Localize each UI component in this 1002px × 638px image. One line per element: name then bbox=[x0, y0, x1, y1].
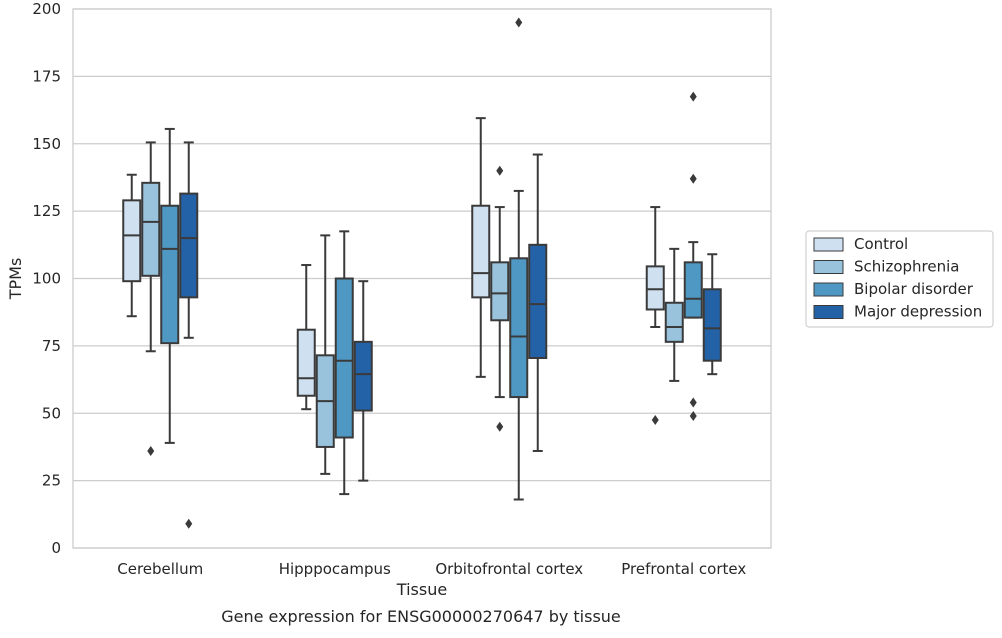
iqr-box bbox=[122, 199, 142, 283]
legend-frame bbox=[805, 230, 994, 328]
iqr-box bbox=[296, 328, 316, 397]
outlier-point bbox=[147, 445, 155, 456]
chart-caption: Gene expression for ENSG00000270647 by t… bbox=[221, 607, 621, 626]
outlier-point bbox=[185, 518, 193, 529]
outlier-point bbox=[651, 414, 659, 425]
y-tick-label: 125 bbox=[32, 202, 61, 220]
outlier-point bbox=[515, 17, 523, 28]
y-tick-label: 25 bbox=[42, 472, 61, 490]
y-tick-labels: 0 25 50 75 100 125 150 175 200 bbox=[32, 0, 61, 557]
outlier-point bbox=[689, 397, 697, 408]
box-plot-item bbox=[509, 17, 529, 501]
y-tick-label: 175 bbox=[32, 67, 61, 85]
iqr-box bbox=[471, 204, 491, 299]
boxes-layer bbox=[122, 17, 722, 529]
y-tick-label: 0 bbox=[51, 539, 61, 557]
x-tick-label: Hipppocampus bbox=[279, 560, 391, 578]
x-tick-labels: Cerebellum Hipppocampus Orbitofrontal cort… bbox=[117, 560, 746, 578]
legend-swatch bbox=[813, 305, 844, 319]
box-plot-item bbox=[315, 234, 335, 475]
iqr-box bbox=[179, 192, 199, 299]
iqr-box bbox=[528, 243, 548, 360]
iqr-box bbox=[141, 181, 161, 277]
box-plot-item bbox=[702, 253, 722, 376]
x-tick-label: Orbitofrontal cortex bbox=[435, 560, 583, 578]
y-tick-label: 75 bbox=[42, 337, 61, 355]
legend-label: Major depression bbox=[854, 303, 982, 321]
legend-item: Schizophrenia bbox=[813, 258, 959, 276]
iqr-box bbox=[160, 204, 180, 345]
iqr-box bbox=[509, 257, 529, 399]
y-tick-label: 150 bbox=[32, 135, 61, 153]
y-tick-label: 50 bbox=[42, 404, 61, 422]
iqr-box bbox=[334, 277, 354, 439]
iqr-box bbox=[645, 265, 665, 311]
legend-swatch bbox=[813, 260, 844, 274]
legend-item: Major depression bbox=[813, 303, 982, 321]
outlier-point bbox=[496, 421, 504, 432]
legend-item: Control bbox=[813, 235, 908, 253]
iqr-box bbox=[664, 301, 684, 343]
box-plot-item bbox=[683, 91, 703, 421]
box-plot-item bbox=[334, 230, 354, 496]
outlier-point bbox=[496, 165, 504, 176]
box-plot-item bbox=[296, 264, 316, 411]
iqr-box bbox=[353, 340, 373, 412]
legend-label: Schizophrenia bbox=[854, 258, 959, 276]
x-tick-label: Prefrontal cortex bbox=[621, 560, 746, 578]
legend-item: Bipolar disorder bbox=[813, 280, 974, 298]
box-plot-item bbox=[122, 173, 142, 318]
box-plot-item bbox=[664, 247, 684, 382]
box-plot-item bbox=[141, 141, 161, 456]
y-axis-label: TPMs bbox=[6, 258, 25, 301]
y-tick-label: 200 bbox=[32, 0, 61, 18]
box-plot-item bbox=[528, 153, 548, 452]
x-tick-label: Cerebellum bbox=[117, 560, 203, 578]
legend-swatch bbox=[813, 237, 844, 252]
plot-frame bbox=[72, 8, 772, 549]
legend-swatch bbox=[813, 282, 844, 297]
x-axis-label: Tissue bbox=[396, 580, 447, 599]
iqr-box bbox=[702, 288, 722, 362]
box-plot-item bbox=[353, 280, 373, 482]
iqr-box bbox=[490, 261, 510, 322]
legend-label: Control bbox=[854, 235, 908, 253]
outlier-point bbox=[689, 91, 697, 102]
box-plot-item bbox=[471, 117, 491, 378]
box-plot-item bbox=[645, 206, 665, 425]
box-plot-item bbox=[160, 127, 180, 444]
outlier-point bbox=[689, 410, 697, 421]
outlier-point bbox=[689, 173, 697, 184]
box-plot-item bbox=[490, 165, 510, 432]
legend: Control Schizophrenia Bipolar disorder Majo… bbox=[805, 230, 994, 328]
box-plot-item bbox=[179, 141, 199, 529]
y-tick-label: 100 bbox=[32, 270, 61, 288]
legend-label: Bipolar disorder bbox=[854, 280, 974, 298]
iqr-box bbox=[683, 261, 703, 319]
